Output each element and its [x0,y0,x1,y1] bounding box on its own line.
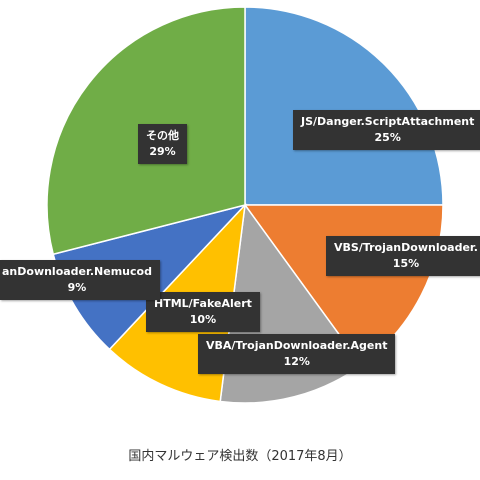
slice-label-js-name: JS/Danger.ScriptAttachment [301,115,475,128]
slice-label-vba: VBA/TrojanDownloader.Agent 12% [198,334,396,374]
slice-label-other-value: 29% [149,145,176,158]
slice-label-js: JS/Danger.ScriptAttachment 25% [293,110,480,150]
slice-label-other: その他 29% [138,124,187,164]
caption-bar: 国内マルウェア検出数（2017年8月） [0,415,480,480]
slice-label-other-name: その他 [146,129,179,142]
slice-label-nemucod-value: 9% [67,281,87,294]
pie-slice-js [244,6,444,206]
slice-label-nemucod-name: anDownloader.Nemucod [2,265,152,278]
chart-caption: 国内マルウェア検出数（2017年8月） [128,449,352,464]
slice-label-vbs: VBS/TrojanDownloader. 15% [326,236,480,276]
slice-label-nemucod: anDownloader.Nemucod 9% [0,260,160,300]
pie-chart: JS/Danger.ScriptAttachment 25% VBS/Troja… [0,6,480,403]
slice-label-vba-name: VBA/TrojanDownloader.Agent [206,339,388,352]
slice-label-js-value: 25% [374,131,401,144]
slice-label-html-value: 10% [189,313,217,326]
slice-label-vbs-value: 15% [392,257,420,270]
slice-label-html-name: HTML/FakeAlert [154,297,252,310]
slice-label-html: HTML/FakeAlert 10% [146,292,260,332]
slice-label-vba-value: 12% [283,355,310,368]
slice-label-vbs-name: VBS/TrojanDownloader. [334,241,478,254]
